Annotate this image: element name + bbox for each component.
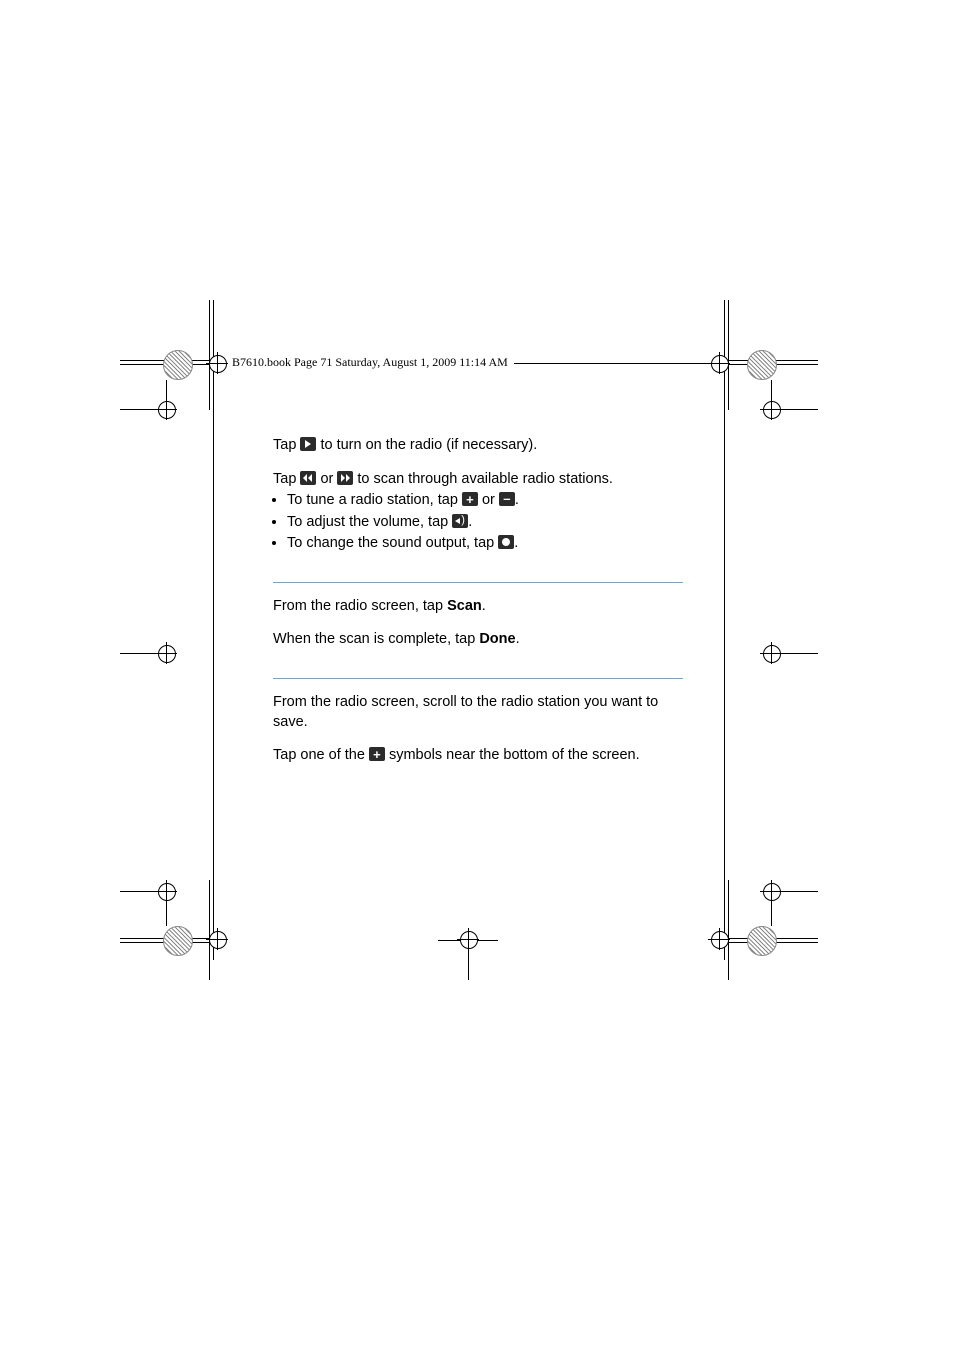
reg-mark-fr xyxy=(708,928,730,950)
corner-mark-tr xyxy=(747,350,777,380)
section-rule-1 xyxy=(273,582,683,583)
rewind-icon xyxy=(300,471,316,485)
step-turn-on: Tap to turn on the radio (if necessary). xyxy=(273,436,683,456)
corner-mark-tl xyxy=(163,350,193,380)
save-line-1: From the radio screen, scroll to the rad… xyxy=(273,693,683,732)
play-icon xyxy=(300,437,316,451)
reg-mark-fl xyxy=(206,928,228,950)
volume-icon xyxy=(452,514,468,528)
bullet-tune: To tune a radio station, tap or . xyxy=(287,491,683,511)
plus-icon xyxy=(462,492,478,506)
section-rule-2 xyxy=(273,678,683,679)
minus-icon xyxy=(499,492,515,506)
bullet-output: To change the sound output, tap . xyxy=(287,534,683,554)
bullet-volume: To adjust the volume, tap . xyxy=(287,513,683,533)
output-icon xyxy=(498,535,514,549)
reg-mark-header-l xyxy=(206,352,228,374)
forward-icon xyxy=(337,471,353,485)
reg-mark-fc xyxy=(457,928,479,950)
scan-line-1: From the radio screen, tap Scan. xyxy=(273,597,683,617)
scan-label: Scan xyxy=(447,598,482,614)
corner-mark-br xyxy=(747,926,777,956)
plus-icon-2 xyxy=(369,747,385,761)
scan-line-2: When the scan is complete, tap Done. xyxy=(273,630,683,650)
step-scan: Tap or to scan through available radio s… xyxy=(273,470,683,554)
header-text: B7610.book Page 71 Saturday, August 1, 2… xyxy=(232,355,514,370)
corner-mark-bl xyxy=(163,926,193,956)
save-line-2: Tap one of the symbols near the bottom o… xyxy=(273,746,683,766)
done-label: Done xyxy=(479,631,515,647)
page-content: Tap to turn on the radio (if necessary).… xyxy=(273,436,683,780)
